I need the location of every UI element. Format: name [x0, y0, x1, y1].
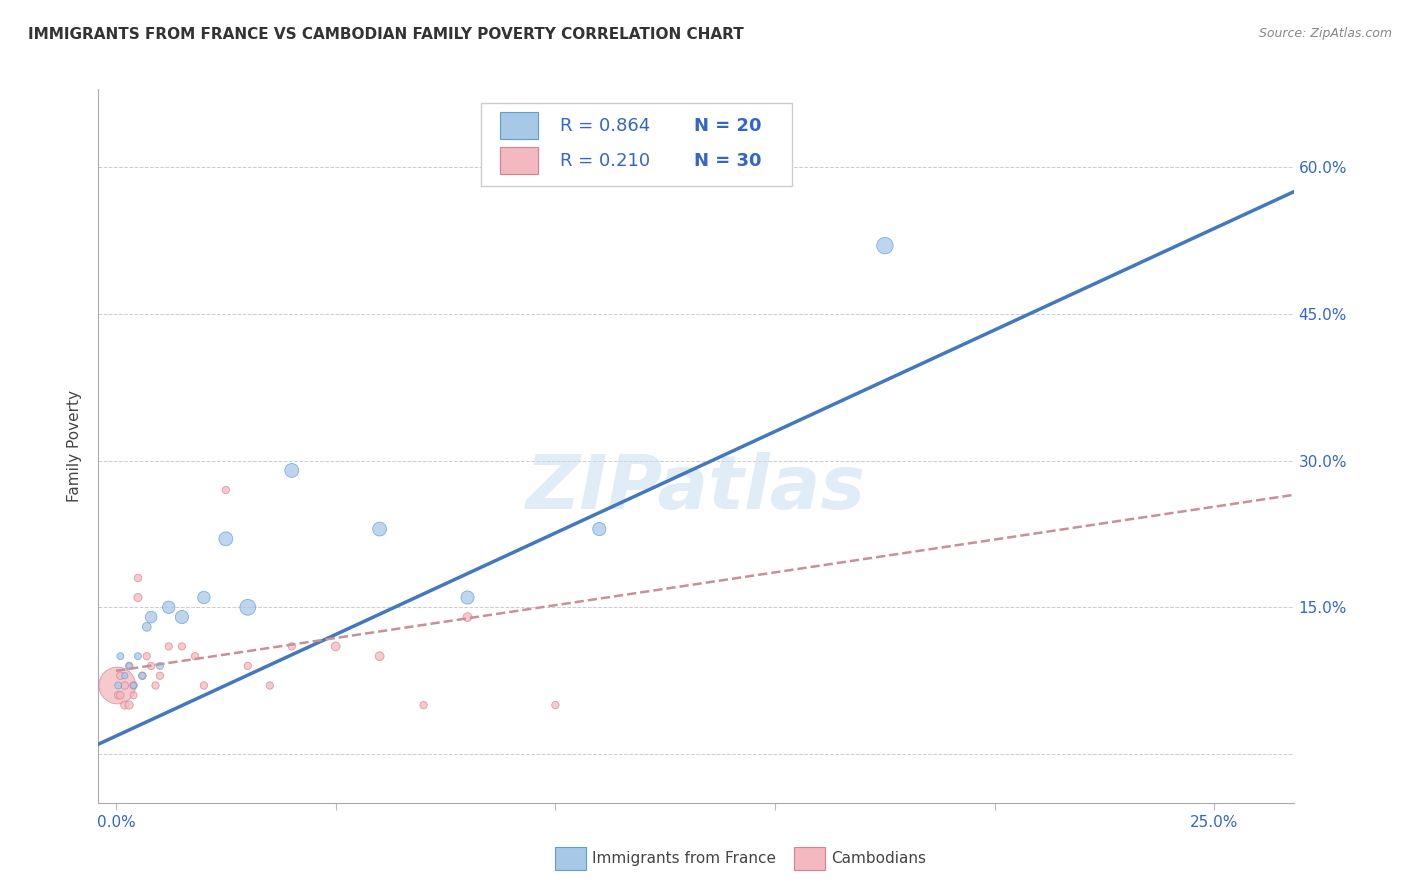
Point	[118, 698, 141, 712]
Point	[193, 678, 215, 692]
Text: N = 20: N = 20	[693, 117, 761, 135]
Y-axis label: Family Poverty: Family Poverty	[67, 390, 83, 502]
Point	[149, 659, 172, 673]
Bar	[501, 147, 538, 174]
Point	[184, 649, 207, 664]
Point	[149, 669, 172, 683]
Point	[141, 610, 163, 624]
Point	[141, 659, 163, 673]
Point	[135, 620, 157, 634]
Point	[135, 649, 157, 664]
Point	[127, 591, 149, 605]
Point	[114, 669, 136, 683]
Point	[215, 532, 238, 546]
Text: IMMIGRANTS FROM FRANCE VS CAMBODIAN FAMILY POVERTY CORRELATION CHART: IMMIGRANTS FROM FRANCE VS CAMBODIAN FAMI…	[28, 27, 744, 42]
Text: Immigrants from France: Immigrants from France	[592, 851, 776, 865]
Point	[110, 649, 132, 664]
Point	[259, 678, 281, 692]
Point	[368, 649, 391, 664]
Point	[110, 688, 132, 702]
Point	[456, 610, 478, 624]
Point	[114, 678, 136, 692]
Text: Source: ZipAtlas.com: Source: ZipAtlas.com	[1258, 27, 1392, 40]
FancyBboxPatch shape	[481, 103, 792, 186]
Point	[127, 649, 149, 664]
Point	[114, 698, 136, 712]
Point	[544, 698, 567, 712]
Point	[118, 659, 141, 673]
Point	[145, 678, 167, 692]
Point	[281, 640, 304, 654]
Text: ZIPatlas: ZIPatlas	[526, 452, 866, 525]
Point	[193, 591, 215, 605]
Point	[281, 463, 304, 477]
Point	[588, 522, 610, 536]
Point	[131, 669, 153, 683]
Point	[122, 678, 145, 692]
Point	[157, 640, 180, 654]
Point	[105, 678, 128, 692]
Point	[236, 600, 259, 615]
Point	[170, 610, 193, 624]
Point	[122, 678, 145, 692]
Point	[107, 678, 129, 692]
Point	[170, 640, 193, 654]
Text: R = 0.210: R = 0.210	[560, 152, 650, 169]
Point	[456, 591, 478, 605]
Point	[107, 688, 129, 702]
Point	[368, 522, 391, 536]
Point	[325, 640, 347, 654]
Text: Cambodians: Cambodians	[831, 851, 927, 865]
Point	[873, 238, 896, 252]
Text: N = 30: N = 30	[693, 152, 761, 169]
Point	[215, 483, 238, 497]
Point	[131, 669, 153, 683]
Point	[236, 659, 259, 673]
Point	[122, 688, 145, 702]
Point	[157, 600, 180, 615]
Point	[118, 659, 141, 673]
Text: R = 0.864: R = 0.864	[560, 117, 650, 135]
Point	[412, 698, 434, 712]
Point	[110, 669, 132, 683]
Bar	[501, 112, 538, 139]
Point	[127, 571, 149, 585]
